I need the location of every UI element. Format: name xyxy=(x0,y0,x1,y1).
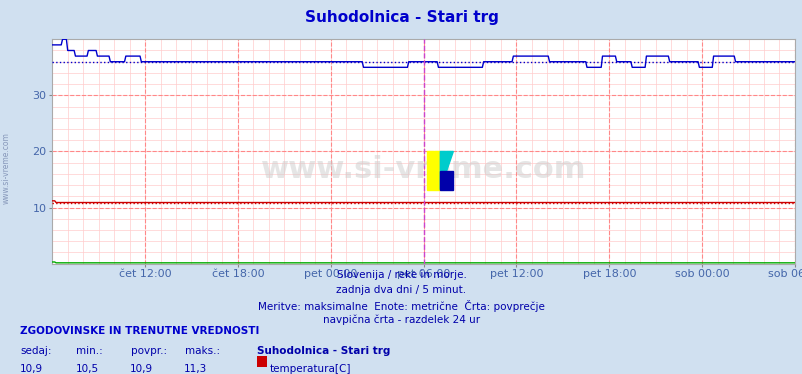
Text: Meritve: maksimalne  Enote: metrične  Črta: povprečje: Meritve: maksimalne Enote: metrične Črta… xyxy=(257,300,545,312)
Text: www.si-vreme.com: www.si-vreme.com xyxy=(2,132,11,204)
Text: 10,9: 10,9 xyxy=(130,364,153,374)
Text: 10,5: 10,5 xyxy=(75,364,99,374)
Text: 11,3: 11,3 xyxy=(184,364,207,374)
Text: sedaj:: sedaj: xyxy=(20,346,51,356)
Text: Slovenija / reke in morje.: Slovenija / reke in morje. xyxy=(336,270,466,280)
Text: ZGODOVINSKE IN TRENUTNE VREDNOSTI: ZGODOVINSKE IN TRENUTNE VREDNOSTI xyxy=(20,326,259,336)
Text: maks.:: maks.: xyxy=(184,346,220,356)
Text: Suhodolnica - Stari trg: Suhodolnica - Stari trg xyxy=(257,346,390,356)
Text: temperatura[C]: temperatura[C] xyxy=(269,364,350,374)
Text: zadnja dva dni / 5 minut.: zadnja dva dni / 5 minut. xyxy=(336,285,466,295)
Text: navpična črta - razdelek 24 ur: navpična črta - razdelek 24 ur xyxy=(322,315,480,325)
Text: Suhodolnica - Stari trg: Suhodolnica - Stari trg xyxy=(304,10,498,25)
Text: povpr.:: povpr.: xyxy=(131,346,167,356)
Bar xyxy=(439,171,452,190)
Polygon shape xyxy=(439,151,452,190)
Text: www.si-vreme.com: www.si-vreme.com xyxy=(261,155,585,184)
Text: min.:: min.: xyxy=(76,346,103,356)
Text: 10,9: 10,9 xyxy=(19,364,43,374)
Bar xyxy=(427,151,439,190)
